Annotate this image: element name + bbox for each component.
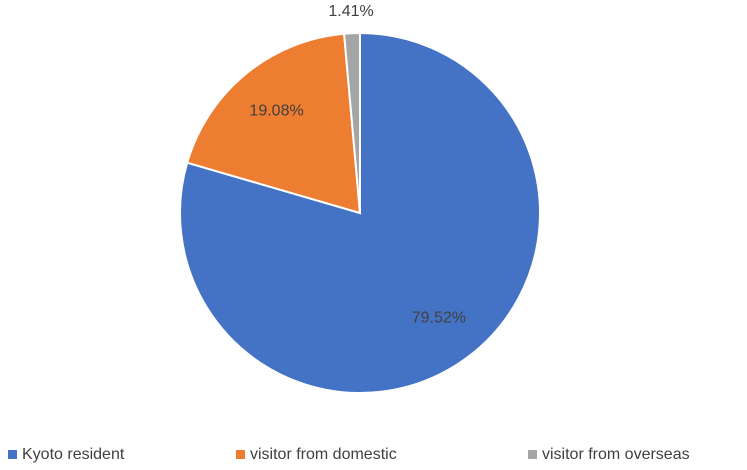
pie-slice bbox=[342, 31, 361, 214]
data-label: 79.52% bbox=[412, 309, 466, 326]
legend-label: Kyoto resident bbox=[22, 446, 125, 463]
legend-label: visitor from domestic bbox=[250, 446, 397, 463]
data-label: 1.41% bbox=[328, 3, 373, 20]
legend-swatch bbox=[236, 450, 245, 459]
legend-swatch bbox=[528, 450, 537, 459]
legend-swatch bbox=[8, 450, 17, 459]
pie-slice bbox=[185, 32, 362, 215]
legend-label: visitor from overseas bbox=[542, 446, 690, 463]
data-label: 19.08% bbox=[249, 103, 303, 120]
